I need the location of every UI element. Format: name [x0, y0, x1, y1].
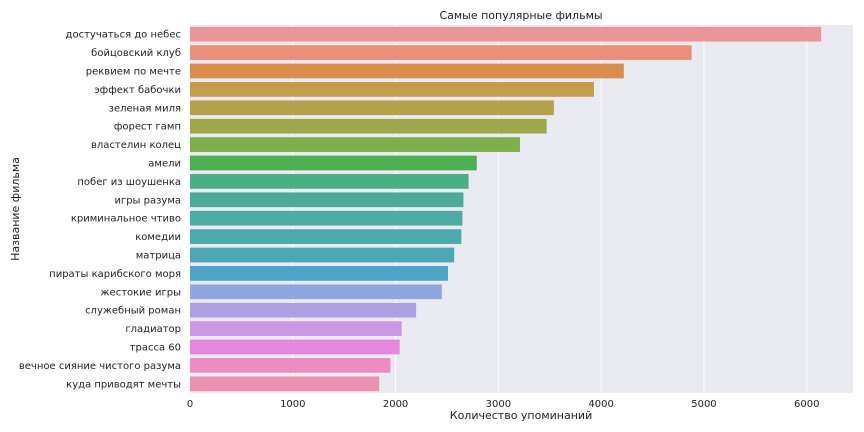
- bar: [190, 339, 400, 355]
- bar: [190, 155, 477, 171]
- category-label: жестокие игры: [101, 287, 181, 298]
- category-label: комедии: [135, 232, 181, 243]
- x-tick-label: 0: [187, 399, 193, 410]
- bar: [190, 376, 380, 392]
- category-label: матрица: [136, 251, 181, 262]
- category-labels: достучаться до небес бойцовский клуб рекви…: [19, 30, 181, 391]
- chart-title: Самые популярные фильмы: [439, 9, 602, 22]
- bar: [190, 26, 822, 42]
- bar: [190, 45, 692, 60]
- category-label: пираты карибского моря: [49, 269, 181, 280]
- bar: [190, 63, 624, 79]
- category-label: трасса 60: [130, 343, 181, 354]
- y-axis-title: Название фильма: [9, 157, 22, 261]
- x-tick-labels: 0 1000 2000 3000 4000 5000 6000: [187, 399, 820, 410]
- bars: [190, 26, 822, 392]
- category-label: криминальное чтиво: [71, 214, 181, 225]
- x-tick-label: 1000: [280, 399, 305, 410]
- x-tick-label: 3000: [486, 399, 511, 410]
- bar: [190, 284, 442, 300]
- x-tick-label: 4000: [588, 399, 613, 410]
- category-label: бойцовский клуб: [91, 48, 181, 59]
- category-label: вечное сияние чистого разума: [19, 361, 181, 372]
- bar: [190, 174, 469, 189]
- category-label: форест гамп: [114, 122, 181, 133]
- bar: [190, 302, 417, 318]
- bar: [190, 358, 391, 373]
- category-label: эффект бабочки: [94, 85, 181, 96]
- bar: [190, 229, 462, 244]
- bar: [190, 137, 520, 152]
- bar: [190, 210, 463, 226]
- category-label: амели: [148, 159, 181, 170]
- bar: [190, 321, 402, 336]
- x-tick-label: 2000: [383, 399, 408, 410]
- category-label: служебный роман: [85, 306, 181, 317]
- category-label: куда приводят мечты: [66, 379, 181, 390]
- bar: [190, 100, 554, 116]
- bar: [190, 82, 594, 97]
- x-tick-label: 5000: [691, 399, 716, 410]
- bar: [190, 118, 547, 134]
- plot-area: [190, 25, 853, 393]
- category-label: гладиатор: [125, 324, 181, 335]
- category-label: достучаться до небес: [66, 30, 181, 41]
- x-tick-label: 6000: [794, 399, 819, 410]
- category-label: властелин колец: [91, 140, 181, 151]
- category-label: реквием по мечте: [86, 67, 181, 78]
- category-label: игры разума: [114, 195, 181, 206]
- x-axis-title: Количество упоминаний: [450, 409, 592, 422]
- bar: [190, 266, 449, 281]
- bar: [190, 192, 464, 208]
- category-label: зеленая миля: [109, 103, 181, 114]
- category-label: побег из шоушенка: [77, 177, 181, 188]
- bar: [190, 247, 455, 263]
